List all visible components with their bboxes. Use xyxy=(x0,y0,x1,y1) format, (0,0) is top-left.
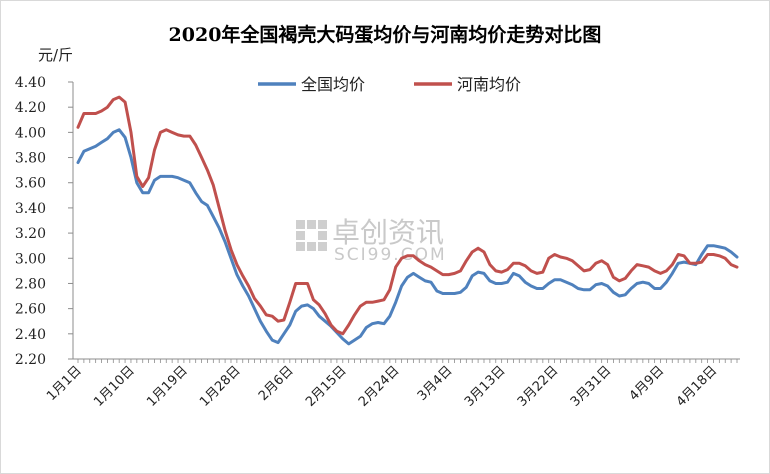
x-tick-label: 3月4日 xyxy=(415,363,456,404)
y-tick-label: 3.80 xyxy=(15,151,46,167)
y-tick-label: 3.00 xyxy=(15,251,46,267)
y-tick-label: 3.40 xyxy=(15,201,46,217)
watermark-logo-icon xyxy=(296,220,327,251)
y-tick-label: 3.60 xyxy=(15,176,46,192)
x-tick-label: 4月9日 xyxy=(627,363,668,404)
legend-label: 全国均价 xyxy=(301,75,365,94)
series-line-national xyxy=(76,128,739,346)
legend-label: 河南均价 xyxy=(457,75,521,94)
x-tick-label: 3月31日 xyxy=(568,363,615,410)
series-line-henan xyxy=(76,95,739,336)
y-tick-label: 4.20 xyxy=(15,100,46,116)
x-tick-label: 2月15日 xyxy=(303,363,350,410)
x-tick-label: 1月10日 xyxy=(91,363,138,410)
chart-title: 2020年全国褐壳大码蛋均价与河南均价走势对比图 xyxy=(168,24,602,46)
watermark-sub: SCI99.COM xyxy=(334,245,447,265)
y-tick-label: 2.20 xyxy=(15,352,46,368)
y-tick-label: 3.20 xyxy=(15,226,46,242)
x-tick-label: 4月18日 xyxy=(674,363,721,410)
y-axis-unit-label: 元/斤 xyxy=(38,46,74,64)
x-tick-label: 3月22日 xyxy=(515,363,562,410)
y-tick-label: 4.40 xyxy=(15,75,46,91)
series-lines xyxy=(76,95,739,346)
y-tick-label: 2.40 xyxy=(15,327,46,343)
x-tick-label: 1月19日 xyxy=(144,363,191,410)
watermark: 卓创资讯 SCI99.COM xyxy=(296,216,447,265)
x-tick-label: 3月13日 xyxy=(462,363,509,410)
y-tick-label: 2.60 xyxy=(15,302,46,318)
watermark-main: 卓创资讯 xyxy=(332,216,444,249)
x-tick-label: 2月24日 xyxy=(356,363,403,410)
x-tick-label: 1月1日 xyxy=(44,363,85,404)
x-tick-label: 2月6日 xyxy=(256,363,297,404)
legend: 全国均价 河南均价 xyxy=(258,75,521,94)
x-tick-label: 1月28日 xyxy=(197,363,244,410)
y-tick-label: 2.80 xyxy=(15,276,46,292)
y-tick-label: 4.00 xyxy=(15,125,46,141)
